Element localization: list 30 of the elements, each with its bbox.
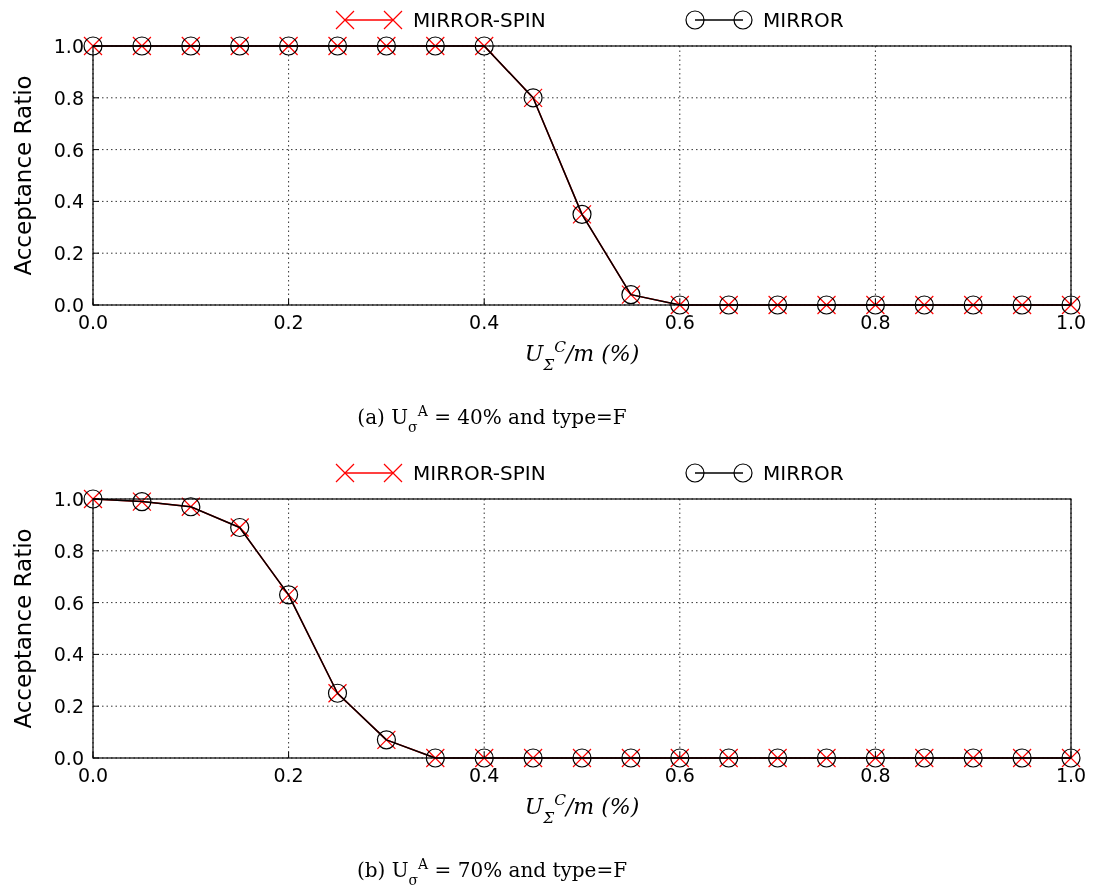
x-tick-label: 0.4: [469, 764, 500, 786]
y-tick-label: 0.6: [53, 138, 84, 161]
x-axis-title: U$_{Σ}$$^{C}$/m (%): [524, 338, 640, 374]
y-axis-title: Acceptance Ratio: [10, 528, 36, 729]
text: (b) U$_{σ}$$^{A}$ = 70% and type=F: [356, 856, 628, 888]
y-tick-label: 1.0: [53, 488, 84, 510]
y-tick-label: 0.4: [53, 643, 84, 666]
legend-label: MIRROR-SPIN: [413, 461, 546, 485]
y-tick-label: 0.2: [53, 695, 84, 718]
legend-label: MIRROR: [763, 8, 844, 32]
y-tick-label: 0.2: [53, 242, 84, 265]
y-tick-label: 0.4: [53, 190, 84, 213]
x-tick-label: 1.0: [1055, 764, 1087, 786]
x-tick-label: 0.4: [469, 311, 500, 333]
legend-label: MIRROR-SPIN: [413, 8, 546, 32]
y-tick-label: 0.6: [53, 591, 84, 614]
y-axis-title: Acceptance Ratio: [10, 75, 36, 276]
y-tick-label: 0.8: [53, 86, 84, 109]
text: (a) U$_{σ}$$^{A}$ = 40% and type=F: [357, 403, 627, 435]
x-tick-label: 0.8: [860, 764, 891, 786]
x-axis-title: U$_{Σ}$$^{C}$/m (%): [524, 791, 640, 827]
x-tick-label: 0.2: [273, 311, 304, 333]
legend-label: MIRROR: [763, 461, 844, 485]
x-tick-label: 0.6: [664, 311, 695, 333]
y-tick-label: 1.0: [53, 35, 84, 57]
x-tick-label: 0.6: [664, 764, 695, 786]
x-tick-label: 0.8: [860, 311, 891, 333]
x-tick-label: 0.2: [273, 764, 304, 786]
y-tick-label: 0.8: [53, 539, 84, 562]
x-tick-label: 1.0: [1055, 311, 1087, 333]
